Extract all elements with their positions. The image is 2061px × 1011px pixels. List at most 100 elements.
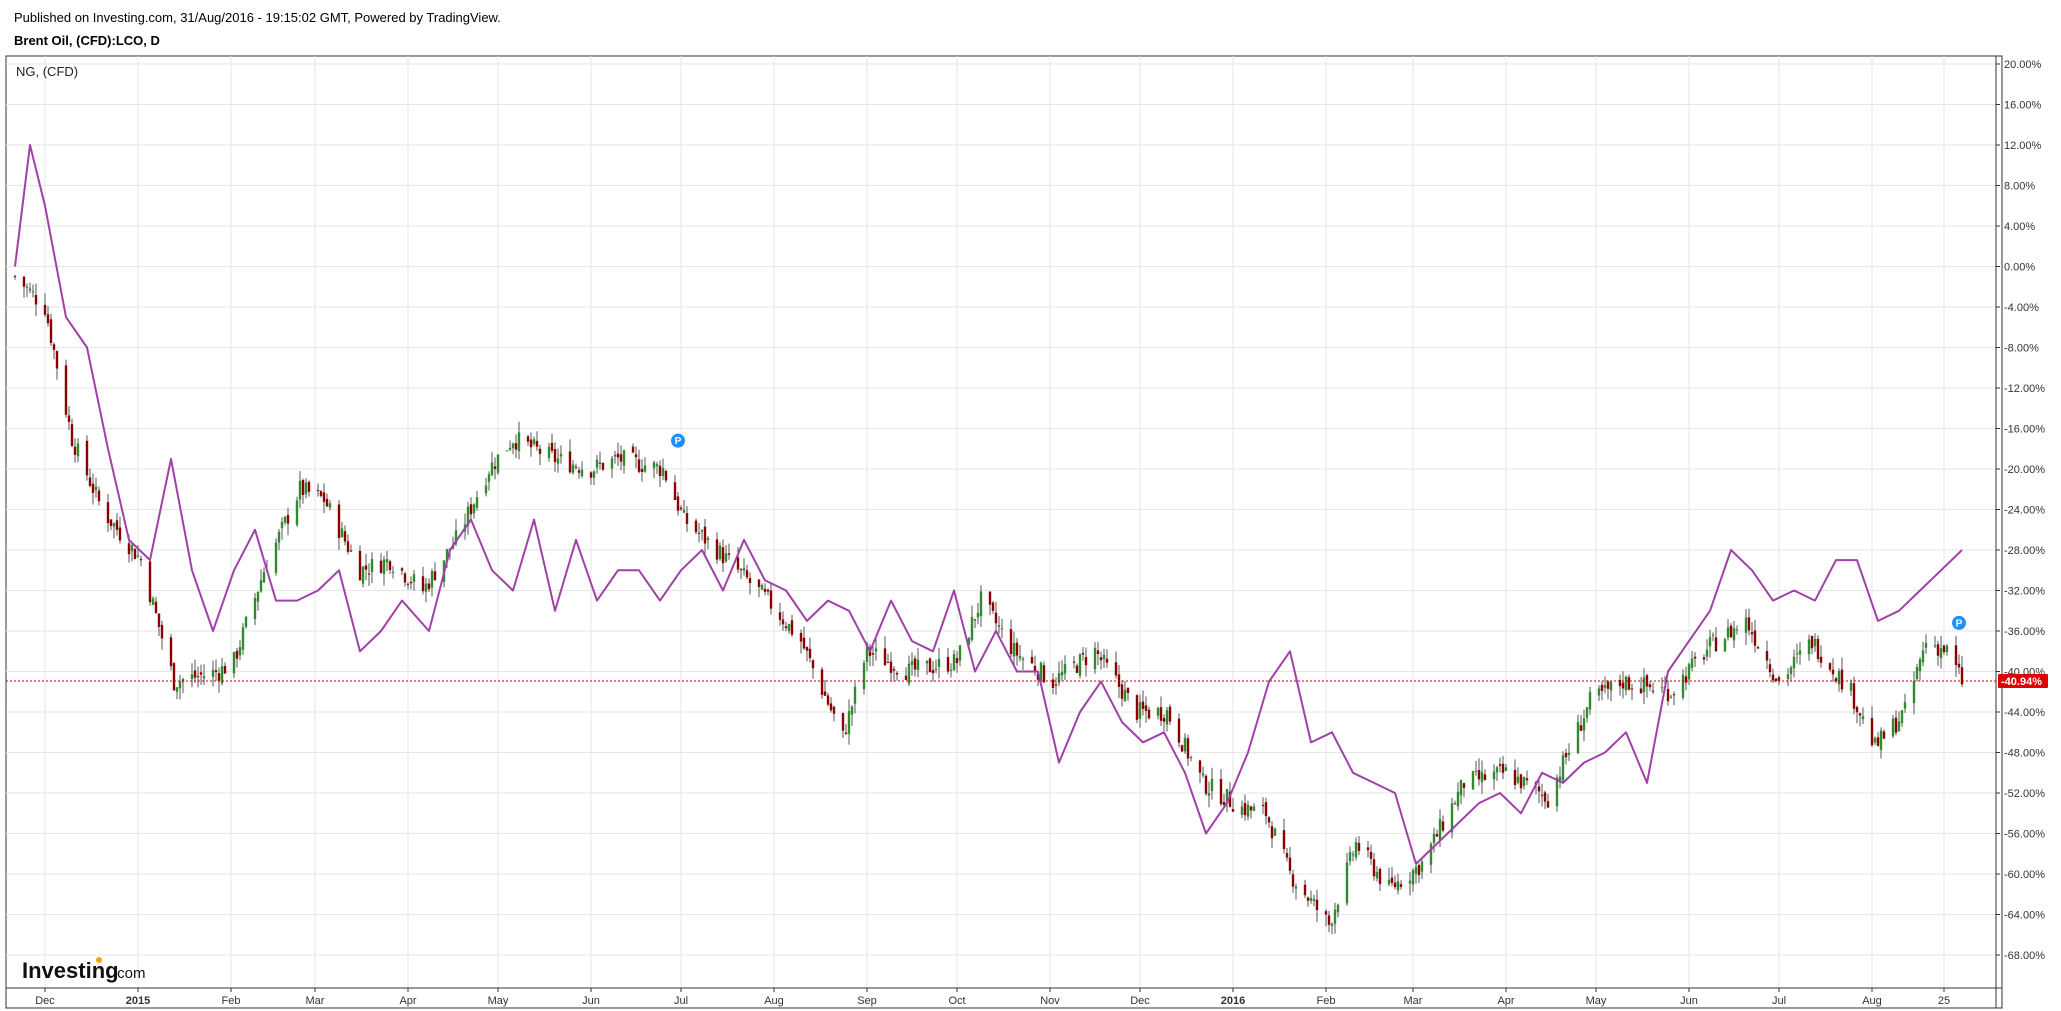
candle-body [853, 686, 857, 704]
investing-logo[interactable]: Investing .com [22, 957, 146, 983]
price-tick-label: -12.00% [2004, 383, 2045, 395]
candle-body [1555, 777, 1559, 807]
candle-body [361, 566, 365, 584]
candle-body [1789, 667, 1793, 674]
candle-body [613, 455, 617, 457]
candle-body [409, 581, 413, 584]
candle-body [1810, 636, 1814, 649]
candle-body [619, 454, 623, 462]
candle-body [1018, 655, 1022, 659]
candle-body [1813, 638, 1817, 647]
price-tick-label: -52.00% [2004, 788, 2045, 800]
candle-body [1261, 804, 1265, 806]
candle-body [1081, 653, 1085, 655]
candlestick-series [13, 274, 1964, 935]
candle-body [1432, 833, 1436, 843]
time-tick-label: May [1586, 995, 1607, 1007]
candle-body [346, 541, 350, 552]
candle-body [748, 578, 752, 583]
candle-body [802, 637, 806, 649]
candle-body [658, 465, 662, 477]
svg-text:P: P [1956, 618, 1963, 629]
candle-body [337, 504, 341, 538]
candle-body [1960, 667, 1964, 685]
candle-body [70, 424, 74, 446]
candle-body [1333, 909, 1337, 924]
candle-body [661, 467, 665, 476]
candle-body [1540, 794, 1544, 796]
candle-body [913, 658, 917, 670]
price-tick-label: 16.00% [2004, 100, 2042, 112]
candle-body [952, 654, 956, 671]
candle-body [322, 492, 326, 502]
candle-body [1021, 658, 1025, 660]
dividend-marker-icon[interactable]: P [671, 433, 685, 448]
candle-body [1729, 625, 1733, 638]
candle-body [277, 531, 281, 543]
candle-body [49, 319, 53, 343]
candle-body [1777, 677, 1781, 682]
candle-body [508, 447, 512, 450]
price-tick-label: 20.00% [2004, 59, 2042, 71]
candle-body [1600, 684, 1604, 691]
candle-body [1168, 706, 1172, 722]
time-tick-label: Dec [35, 995, 55, 1007]
candle-body [1309, 897, 1313, 901]
candle-body [1144, 705, 1148, 711]
candle-body [1138, 702, 1142, 719]
candle-body [1306, 897, 1310, 901]
candle-body [1396, 881, 1400, 891]
candle-body [826, 695, 830, 705]
candle-body [325, 498, 329, 507]
dividend-marker-icon[interactable]: P [1952, 615, 1966, 630]
time-axis[interactable]: Dec 2015 Feb Mar Apr May Jun Jul Aug Sep Oct Nov Dec… [35, 988, 1950, 1007]
candle-body [445, 549, 449, 562]
candle-body [850, 706, 854, 715]
candle-body [934, 668, 938, 671]
price-tick-label: 12.00% [2004, 140, 2042, 152]
candle-body [553, 449, 557, 463]
candle-body [1807, 639, 1811, 655]
time-tick-label: Mar [1404, 995, 1423, 1007]
candle-body [64, 365, 68, 415]
candle-body [1921, 650, 1925, 663]
candle-body [1240, 806, 1244, 815]
candle-body [319, 491, 323, 496]
candle-body [115, 520, 119, 530]
price-tick-label: -16.00% [2004, 424, 2045, 436]
candle-body [1387, 879, 1391, 885]
price-axis[interactable]: 20.00% 16.00% 12.00% 8.00% 4.00% 0.00% -4.00% -… [1996, 59, 2045, 962]
time-tick-label: Jun [1680, 995, 1698, 1007]
candle-body [1327, 915, 1331, 925]
candle-body [1414, 866, 1418, 874]
symbol-title: Brent Oil, (CFD):LCO, D [14, 33, 160, 48]
candle-body [1660, 687, 1664, 689]
candle-body [1345, 862, 1349, 904]
candle-body [820, 669, 824, 695]
candle-body [1249, 806, 1253, 811]
candle-body [1051, 679, 1055, 688]
candle-body [1750, 632, 1754, 635]
candle-body [1900, 710, 1904, 724]
candle-body [52, 344, 56, 350]
candle-body [1732, 628, 1736, 641]
candle-body [178, 681, 182, 689]
candle-body [385, 559, 389, 563]
candle-body [1870, 718, 1874, 746]
candle-body [73, 446, 77, 455]
candle-body [505, 450, 509, 452]
candle-body [1684, 676, 1688, 683]
candle-body [517, 432, 521, 452]
candle-body [1267, 817, 1271, 823]
candle-body [955, 658, 959, 664]
candle-body [1582, 718, 1586, 731]
candle-body [1840, 669, 1844, 690]
candle-body [790, 620, 794, 635]
price-tick-label: 4.00% [2004, 221, 2035, 233]
candle-body [1147, 709, 1151, 719]
candle-body [616, 453, 620, 458]
candle-body [1462, 783, 1466, 788]
candle-body [1162, 718, 1166, 722]
candle-body [1225, 788, 1229, 803]
